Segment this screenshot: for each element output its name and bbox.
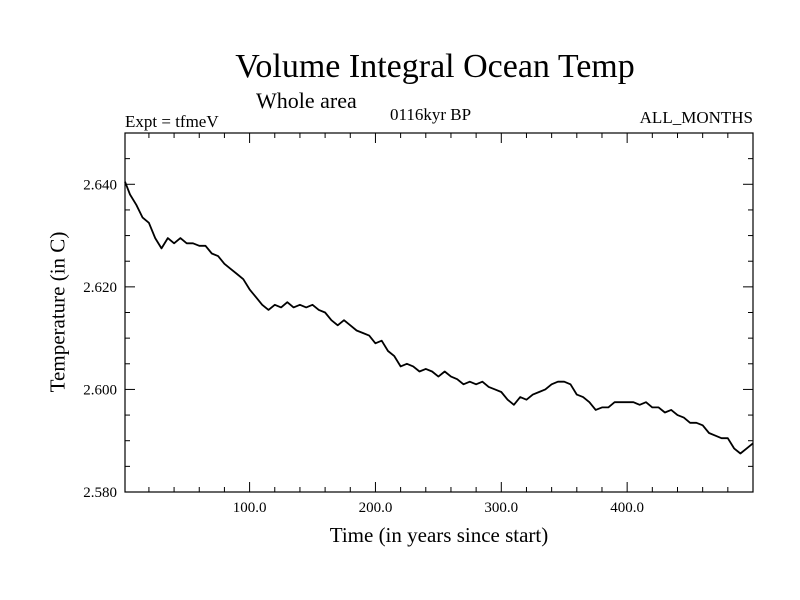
x-axis-label: Time (in years since start) (329, 523, 549, 547)
plot-frame (124, 132, 754, 493)
chart-subtitle: Whole area (256, 88, 357, 113)
y-axis-label: Temperature (in C) (45, 231, 70, 393)
y-tick-label: 2.640 (83, 177, 117, 193)
y-axis-ticks: 2.580 2.600 2.620 2.640 (83, 158, 753, 501)
x-axis-ticks: 100.0 200.0 300.0 400.0 (148, 133, 729, 516)
era-label: 0116kyr BP (390, 105, 472, 124)
x-tick-label: 200.0 (359, 500, 393, 516)
months-label: ALL_MONTHS (639, 108, 753, 127)
chart-title: Volume Integral Ocean Temp (235, 48, 635, 85)
x-tick-label: 400.0 (610, 500, 644, 516)
y-tick-label: 2.580 (83, 485, 117, 501)
y-tick-label: 2.600 (83, 382, 117, 398)
y-tick-label: 2.620 (83, 280, 117, 296)
x-tick-label: 100.0 (233, 500, 267, 516)
x-tick-label: 300.0 (484, 500, 518, 516)
series-line (124, 181, 754, 455)
experiment-label: Expt = tfmeV (125, 112, 219, 131)
